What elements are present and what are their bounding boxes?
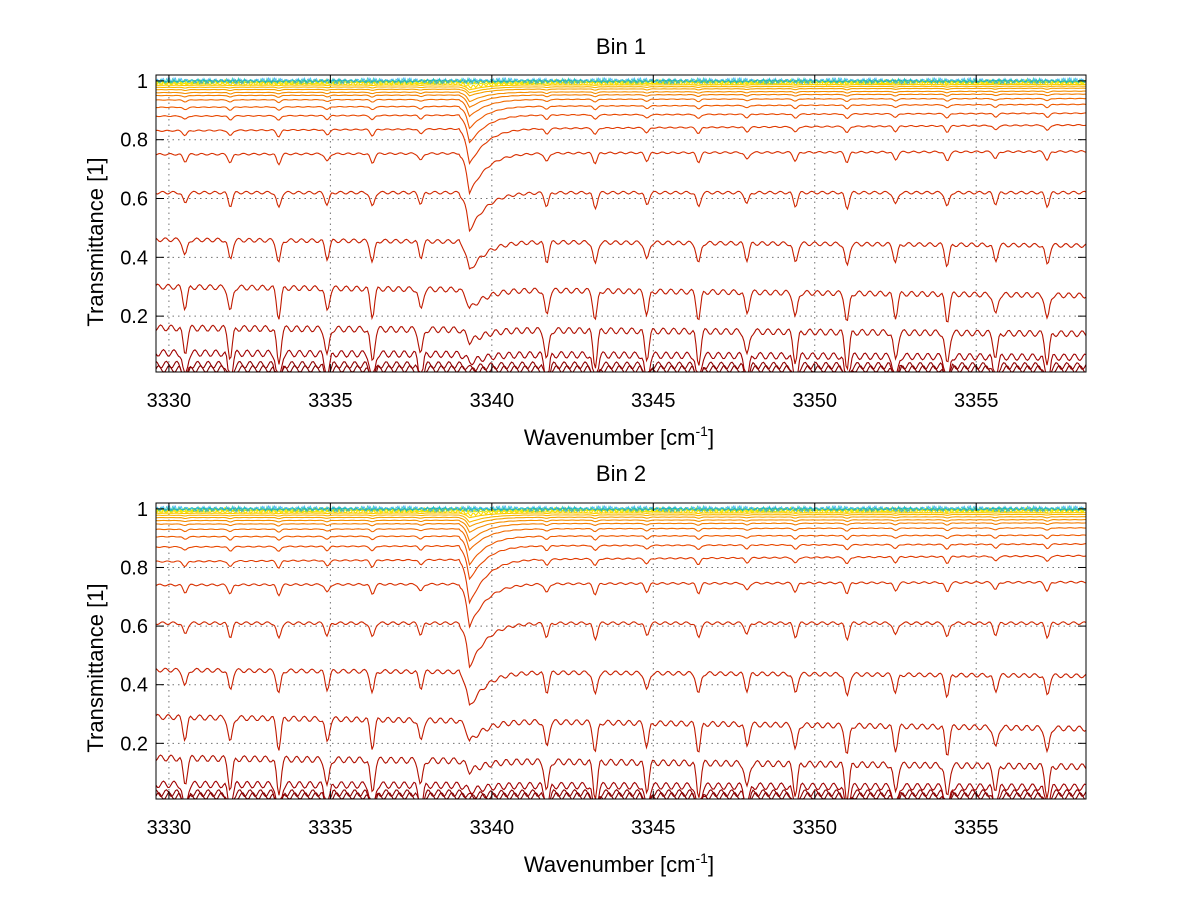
series-line	[155, 667, 1087, 706]
plot-area	[156, 503, 1086, 799]
x-axis-label-text: Wavenumber [cm	[524, 425, 696, 450]
series-line	[155, 93, 1087, 109]
y-axis-label: Transmittance [1]	[83, 157, 108, 326]
series-line	[155, 788, 1087, 800]
y-tick-label: 1	[137, 71, 148, 93]
series-line	[155, 513, 1086, 523]
tick-labels: 3330 3335 3340 3345 3350 3355 0.2 0.4 0.6 0.8 1	[120, 499, 1086, 839]
axes-box	[155, 74, 1087, 373]
series-line	[155, 97, 1086, 118]
series-line	[155, 519, 1086, 534]
series-line	[155, 543, 1087, 581]
series-line	[155, 780, 1087, 800]
series-line	[155, 283, 1087, 323]
series-line	[156, 103, 1087, 130]
series-line	[155, 580, 1087, 629]
x-tick-label: 3340	[470, 390, 515, 412]
x-tick-label: 3345	[631, 390, 676, 412]
x-tick-label: 3355	[954, 390, 999, 412]
tick-labels: 3330 3335 3340 3345 3350 3355 0.2 0.4 0.6 0.8 1	[120, 71, 1086, 412]
series-line	[155, 324, 1087, 371]
y-tick-label: 0.8	[120, 557, 148, 579]
x-tick-label: 3355	[954, 817, 999, 839]
series-line	[155, 360, 1087, 373]
x-tick-label: 3330	[147, 390, 192, 412]
series-line	[155, 80, 1087, 90]
axes-box	[155, 502, 1087, 800]
y-tick-label: 1	[137, 499, 148, 521]
series-line	[156, 534, 1087, 567]
y-tick-label: 0.4	[120, 675, 148, 697]
x-axis-label-close: ]	[708, 852, 714, 877]
series-group	[155, 76, 1087, 373]
series-line	[155, 87, 1087, 97]
x-axis-label: Wavenumber [cm-1]	[524, 423, 714, 450]
x-tick-label: 3350	[793, 390, 838, 412]
series-line	[155, 90, 1086, 103]
series-line	[155, 150, 1087, 196]
x-axis-label: Wavenumber [cm-1]	[524, 850, 714, 877]
x-tick-label: 3335	[308, 817, 353, 839]
series-line	[155, 504, 1087, 514]
subplot-title: Bin 2	[596, 461, 646, 486]
series-line	[155, 516, 1087, 528]
x-axis-label-superscript: -1	[696, 423, 709, 439]
y-tick-label: 0.2	[120, 733, 148, 755]
y-tick-label: 0.6	[120, 616, 148, 638]
series-line	[155, 348, 1087, 373]
subplot-title: Bin 1	[596, 34, 646, 59]
y-tick-label: 0.8	[120, 130, 148, 152]
x-axis-label-superscript: -1	[696, 850, 709, 866]
series-line	[155, 112, 1087, 144]
y-axis-label: Transmittance [1]	[83, 583, 108, 752]
plot-area	[156, 75, 1086, 372]
series-line	[155, 621, 1087, 669]
x-tick-label: 3350	[793, 817, 838, 839]
series-line	[155, 713, 1087, 756]
series-line	[155, 123, 1087, 166]
x-tick-label: 3340	[470, 817, 515, 839]
series-line	[155, 554, 1087, 605]
y-tick-label: 0.4	[120, 247, 148, 269]
series-line	[155, 237, 1087, 270]
x-axis-label-text: Wavenumber [cm	[524, 852, 696, 877]
series-group	[155, 504, 1087, 800]
y-tick-label: 0.6	[120, 189, 148, 211]
series-line	[155, 76, 1087, 86]
series-line	[155, 754, 1087, 800]
series-line	[156, 85, 1086, 94]
x-tick-label: 3335	[308, 390, 353, 412]
y-tick-label: 0.2	[120, 306, 148, 328]
series-line	[155, 522, 1087, 542]
subplot-bin-1: Bin 1 3330 3335 3340 3345 3350 3355 0.2 0.4 0.6 0…	[83, 34, 1087, 450]
series-line	[155, 527, 1086, 552]
x-tick-label: 3330	[147, 817, 192, 839]
series-line	[155, 508, 1087, 517]
subplot-bin-2: Bin 2 3330 3335 3340 3345 3350 3355 0.2 0.4 0.6 0…	[83, 461, 1087, 877]
x-axis-label-close: ]	[708, 425, 714, 450]
series-line	[155, 190, 1087, 233]
x-tick-label: 3345	[631, 817, 676, 839]
